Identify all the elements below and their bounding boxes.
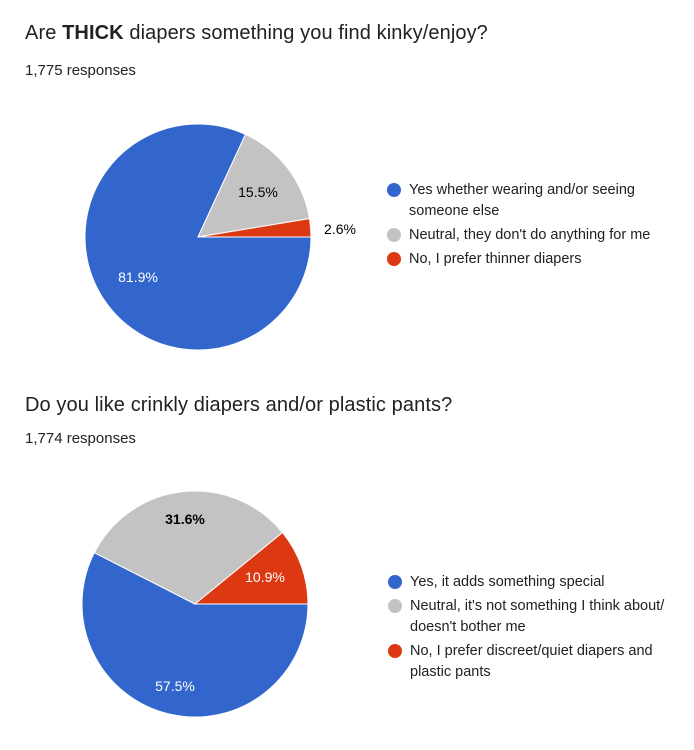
chart-legend: Yes, it adds something special Neutral, i… [388, 572, 678, 686]
legend-label: No, I prefer thinner diapers [409, 251, 582, 267]
slice-label: 31.6% [165, 511, 205, 527]
legend-dot-icon [388, 644, 402, 658]
pie-slice [81, 552, 309, 718]
legend-dot-icon [388, 599, 402, 613]
legend-label: No, I prefer discreet/quiet diapers and … [410, 643, 653, 680]
slice-label: 81.9% [118, 269, 158, 285]
question-title: Are THICK diapers something you find kin… [25, 22, 488, 45]
pie-slice [197, 133, 311, 238]
question-card-thick: Are THICK diapers something you find kin… [0, 0, 694, 372]
question-title: Do you like crinkly diapers and/or plast… [25, 394, 452, 417]
slice-label: 57.5% [155, 678, 195, 694]
title-text: Are [25, 22, 63, 44]
legend-dot-icon [388, 575, 402, 589]
legend-item: No, I prefer thinner diapers [387, 249, 677, 270]
title-bold-text: THICK [62, 22, 124, 44]
response-count: 1,774 responses [25, 430, 136, 447]
pie-chart: 57.5% 31.6% 10.9% [81, 490, 309, 718]
pie-slice [197, 218, 312, 238]
legend-label: Yes whether wearing and/or seeing someon… [409, 182, 635, 219]
legend-label: Neutral, they don't do anything for me [409, 227, 651, 243]
legend-dot-icon [387, 252, 401, 266]
legend-item: No, I prefer discreet/quiet diapers and … [388, 641, 678, 683]
pie-chart: 81.9% 15.5% 2.6% [84, 123, 356, 351]
legend-label: Yes, it adds something special [410, 574, 605, 590]
slice-label: 15.5% [238, 184, 278, 200]
title-text: Do you like crinkly diapers and/or plast… [25, 394, 453, 416]
legend-item: Yes whether wearing and/or seeing someon… [387, 180, 677, 222]
response-count: 1,775 responses [25, 62, 136, 79]
legend-item: Neutral, it's not something I think abou… [388, 596, 678, 638]
chart-legend: Yes whether wearing and/or seeing someon… [387, 180, 677, 273]
legend-label: Neutral, it's not something I think abou… [410, 598, 665, 635]
legend-item: Yes, it adds something special [388, 572, 678, 593]
title-text-end: diapers something you find kinky/enjoy? [123, 22, 488, 44]
legend-dot-icon [387, 183, 401, 197]
pie-slice [93, 490, 284, 605]
legend-item: Neutral, they don't do anything for me [387, 225, 677, 246]
pie-slice [193, 531, 309, 605]
legend-dot-icon [387, 228, 401, 242]
slice-label: 2.6% [324, 221, 356, 237]
slice-label: 10.9% [245, 569, 285, 585]
question-card-crinkly: Do you like crinkly diapers and/or plast… [0, 372, 694, 750]
